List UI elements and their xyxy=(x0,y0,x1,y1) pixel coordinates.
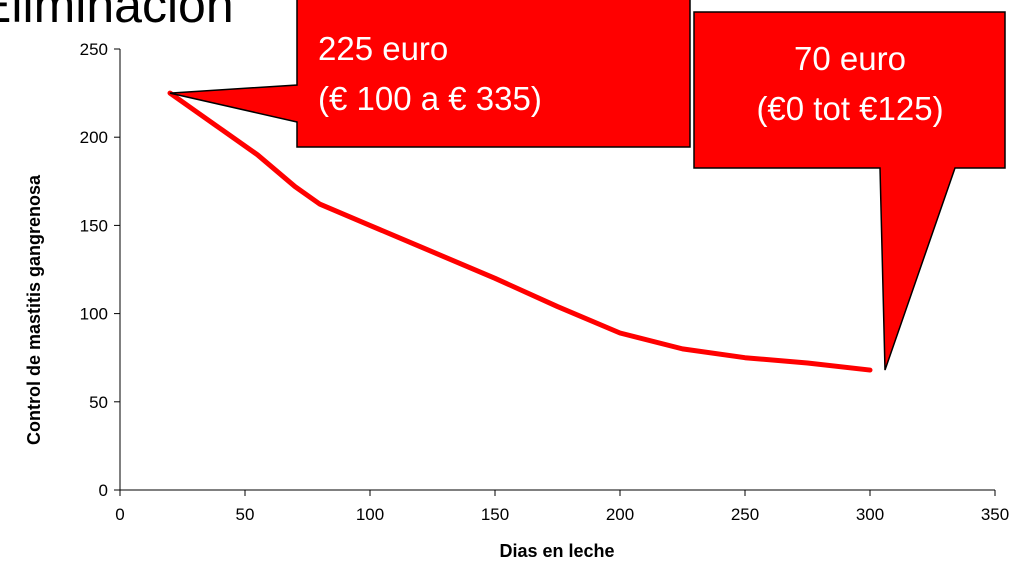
callout: 225 euro (€ 100 a € 335) xyxy=(169,0,691,148)
x-axis-title: Dias en leche xyxy=(499,541,614,561)
x-tick-label: 300 xyxy=(856,505,884,524)
y-tick-label: 0 xyxy=(99,481,108,500)
y-tick-label: 100 xyxy=(80,305,108,324)
callout: 70 euro (€0 tot €125) xyxy=(693,11,1006,371)
x-tick-label: 250 xyxy=(731,505,759,524)
x-tick-label: 200 xyxy=(606,505,634,524)
x-tick-label: 0 xyxy=(115,505,124,524)
x-tick-label: 50 xyxy=(236,505,255,524)
y-axis-title: Control de mastitis gangrenosa xyxy=(24,174,44,445)
x-tick-label: 350 xyxy=(981,505,1009,524)
line xyxy=(167,90,873,373)
y-tick-label: 150 xyxy=(80,216,108,235)
callout-text: 70 euro xyxy=(794,40,906,77)
y-tick-label: 200 xyxy=(80,128,108,147)
y-tick-label: 50 xyxy=(89,393,108,412)
x-tick-label: 100 xyxy=(356,505,384,524)
y-tick-label: 250 xyxy=(80,40,108,59)
callout-text: 225 euro xyxy=(318,30,448,67)
callout-text: (€ 100 a € 335) xyxy=(318,80,542,117)
callout-box xyxy=(693,11,1006,371)
callout-text: (€0 tot €125) xyxy=(756,90,943,127)
chart-title: Eliminación xyxy=(0,0,234,33)
callout-box xyxy=(169,0,691,148)
x-tick-label: 150 xyxy=(481,505,509,524)
